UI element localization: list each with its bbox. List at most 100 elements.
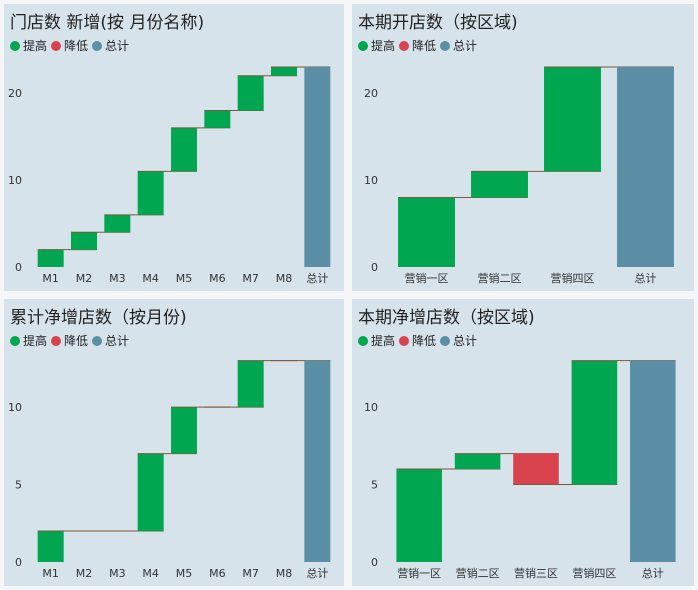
- waterfall-bar-total: [617, 67, 674, 267]
- x-tick-label: 营销三区: [514, 566, 558, 580]
- total-dot-icon: [440, 40, 451, 51]
- x-tick-label: M7: [242, 272, 259, 285]
- waterfall-bar-increase: [471, 171, 528, 198]
- x-tick-label: M2: [76, 272, 93, 285]
- legend-item-decrease[interactable]: 降低: [51, 37, 88, 54]
- total-dot-icon: [92, 40, 103, 51]
- waterfall-bar-increase: [137, 171, 164, 215]
- x-tick-label: M1: [42, 272, 59, 285]
- waterfall-chart: 0 10 20 营销一区 营销二区 营销四区 总计: [364, 66, 674, 285]
- waterfall-chart: 0 10 20 M1 M2 M3 M4 M5 M6 M7 M8 总计: [8, 66, 331, 285]
- chart-panel-region-open: 本期开店数（按区域) 提高 降低 总计 0 10 20 营销一区 营销二区 营销四区 总计: [352, 4, 694, 291]
- x-tick-label: M3: [109, 567, 126, 580]
- y-tick-label: 5: [15, 479, 22, 492]
- waterfall-chart: 0 5 10 营销一区 营销二区 营销三区 营销四区 总计: [364, 360, 676, 580]
- legend-label-decrease: 降低: [64, 334, 89, 348]
- legend: 提高 降低 总计: [10, 332, 133, 349]
- y-tick-label: 0: [15, 556, 22, 569]
- legend-item-increase[interactable]: 提高: [358, 37, 395, 54]
- waterfall-bar-increase: [454, 453, 501, 470]
- x-tick-label: 营销四区: [572, 566, 616, 580]
- legend-item-increase[interactable]: 提高: [358, 332, 395, 349]
- waterfall-bar-increase: [71, 232, 97, 250]
- legend-item-total[interactable]: 总计: [92, 37, 129, 54]
- y-tick-label: 10: [8, 174, 22, 187]
- legend-item-increase[interactable]: 提高: [10, 332, 47, 349]
- waterfall-bar-increase: [171, 127, 197, 172]
- legend-item-decrease[interactable]: 降低: [399, 37, 436, 54]
- x-tick-label: M1: [42, 567, 59, 580]
- x-tick-label: M5: [176, 272, 193, 285]
- chart-title: 累计净增店数（按月份): [10, 308, 187, 328]
- y-tick-label: 20: [364, 87, 378, 100]
- y-tick-label: 0: [15, 261, 22, 274]
- increase-dot-icon: [358, 335, 368, 346]
- x-tick-label: 营销一区: [397, 566, 441, 580]
- legend-item-total[interactable]: 总计: [92, 332, 129, 349]
- x-tick-label: M4: [142, 272, 159, 285]
- chart-panel-monthly-net: 累计净增店数（按月份) 提高 降低 总计 0 5 10 M1 M2 M3 M4 M5 M6 M7 M…: [4, 299, 344, 586]
- chart-title: 门店数 新增(按 月份名称): [10, 13, 205, 33]
- y-tick-label: 5: [371, 479, 378, 492]
- chart-panel-monthly-new: 门店数 新增(按 月份名称) 提高 降低 总计 0 10 20 M1 M2 M3 M4 M5 M…: [4, 4, 344, 291]
- x-tick-label: 营销一区: [405, 271, 449, 285]
- waterfall-bar-total: [630, 360, 676, 562]
- increase-dot-icon: [358, 40, 368, 51]
- x-tick-label: M4: [142, 567, 159, 580]
- waterfall-bar-decrease: [513, 453, 559, 485]
- legend-item-total[interactable]: 总计: [440, 332, 477, 349]
- legend: 提高 降低 总计: [358, 332, 481, 349]
- waterfall-bar-increase: [104, 214, 131, 233]
- waterfall-bar-increase: [37, 531, 64, 562]
- legend-label-decrease: 降低: [412, 334, 437, 348]
- waterfall-bar-increase: [204, 110, 231, 128]
- waterfall-bar-increase: [544, 67, 601, 172]
- waterfall-bar-increase: [396, 469, 442, 562]
- y-tick-label: 0: [371, 261, 378, 274]
- legend-item-increase[interactable]: 提高: [10, 37, 47, 54]
- legend-label-total: 总计: [453, 334, 478, 348]
- legend-label-decrease: 降低: [64, 39, 89, 53]
- y-tick-label: 0: [371, 556, 378, 569]
- legend-label-increase: 提高: [371, 334, 396, 348]
- increase-dot-icon: [10, 40, 20, 51]
- waterfall-bar-increase: [171, 407, 197, 454]
- legend-item-decrease[interactable]: 降低: [51, 332, 88, 349]
- legend: 提高 降低 总计: [358, 37, 481, 54]
- chart-title: 本期净增店数（按区域): [358, 308, 535, 328]
- waterfall-bar-increase: [398, 197, 455, 267]
- legend: 提高 降低 总计: [10, 37, 133, 54]
- total-dot-icon: [92, 335, 103, 346]
- legend-label-increase: 提高: [371, 39, 396, 53]
- x-tick-label: M6: [209, 272, 226, 285]
- waterfall-bar-total: [304, 67, 331, 267]
- x-tick-label: M8: [276, 567, 293, 580]
- x-tick-label: 总计: [306, 566, 328, 580]
- decrease-dot-icon: [51, 40, 62, 51]
- waterfall-bar-total: [304, 360, 331, 562]
- x-tick-label: 总计: [306, 271, 328, 285]
- legend-label-decrease: 降低: [412, 39, 437, 53]
- x-tick-label: M3: [109, 272, 126, 285]
- waterfall-bar-increase: [237, 360, 264, 408]
- x-tick-label: M2: [76, 567, 93, 580]
- waterfall-bar-increase: [37, 249, 64, 267]
- legend-item-total[interactable]: 总计: [440, 37, 477, 54]
- waterfall-bar-increase: [237, 75, 264, 111]
- x-tick-label: M6: [209, 567, 226, 580]
- total-dot-icon: [440, 335, 451, 346]
- chart-panel-region-net: 本期净增店数（按区域) 提高 降低 总计 0 5 10 营销一区 营销二区 营销三区 营销四…: [352, 299, 694, 586]
- y-tick-label: 10: [364, 401, 378, 414]
- x-tick-label: 总计: [635, 271, 657, 285]
- x-tick-label: 营销二区: [456, 566, 500, 580]
- x-tick-label: 营销四区: [551, 271, 595, 285]
- x-tick-label: M8: [276, 272, 293, 285]
- y-tick-label: 10: [8, 401, 22, 414]
- legend-item-decrease[interactable]: 降低: [399, 332, 436, 349]
- increase-dot-icon: [10, 335, 20, 346]
- chart-title: 本期开店数（按区域): [358, 13, 518, 33]
- waterfall-bar-increase: [137, 453, 164, 532]
- x-tick-label: 总计: [642, 566, 664, 580]
- x-tick-label: M5: [176, 567, 193, 580]
- x-tick-label: M7: [242, 567, 259, 580]
